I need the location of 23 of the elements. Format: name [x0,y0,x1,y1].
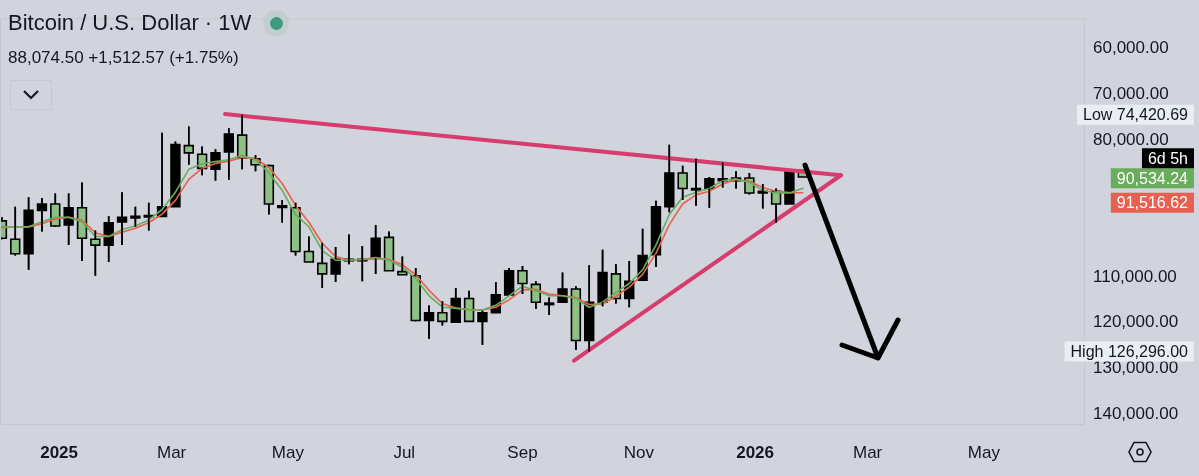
x-tick-label: May [271,442,305,462]
text: 90,534.24 [1116,169,1189,187]
x-tick-label: May [967,442,1001,462]
annotation: Low 74,420.69 [1083,106,1189,124]
y-tick-label: 120,000.00 [1093,312,1179,332]
y-tick-label: 70,000.00 [1093,84,1169,104]
annotation: High 126,296.00 [1070,342,1189,360]
x-tick-label: 2026 [736,442,775,462]
y-tick-label: 140,000.00 [1093,403,1179,423]
x-tick-label: Nov [623,442,655,462]
x-tick-label: Mar [156,442,187,462]
text: 88,074.50 +1,512.57 (+1.75%) [8,48,239,68]
text: 6d 5h [1147,149,1188,167]
x-tick-label: Sep [507,442,538,462]
x-tick-label: 2025 [40,442,79,462]
x-tick-label: Mar [852,442,883,462]
y-tick-label: 80,000.00 [1093,129,1169,149]
text: 91,516.62 [1116,194,1189,212]
chart-title: Bitcoin / U.S. Dollar · 1W [8,10,252,36]
y-tick-label: 110,000.00 [1093,266,1177,286]
x-tick-label: Jul [393,442,416,462]
y-tick-label: 130,000.00 [1093,358,1179,378]
y-tick-label: 60,000.00 [1093,38,1169,58]
